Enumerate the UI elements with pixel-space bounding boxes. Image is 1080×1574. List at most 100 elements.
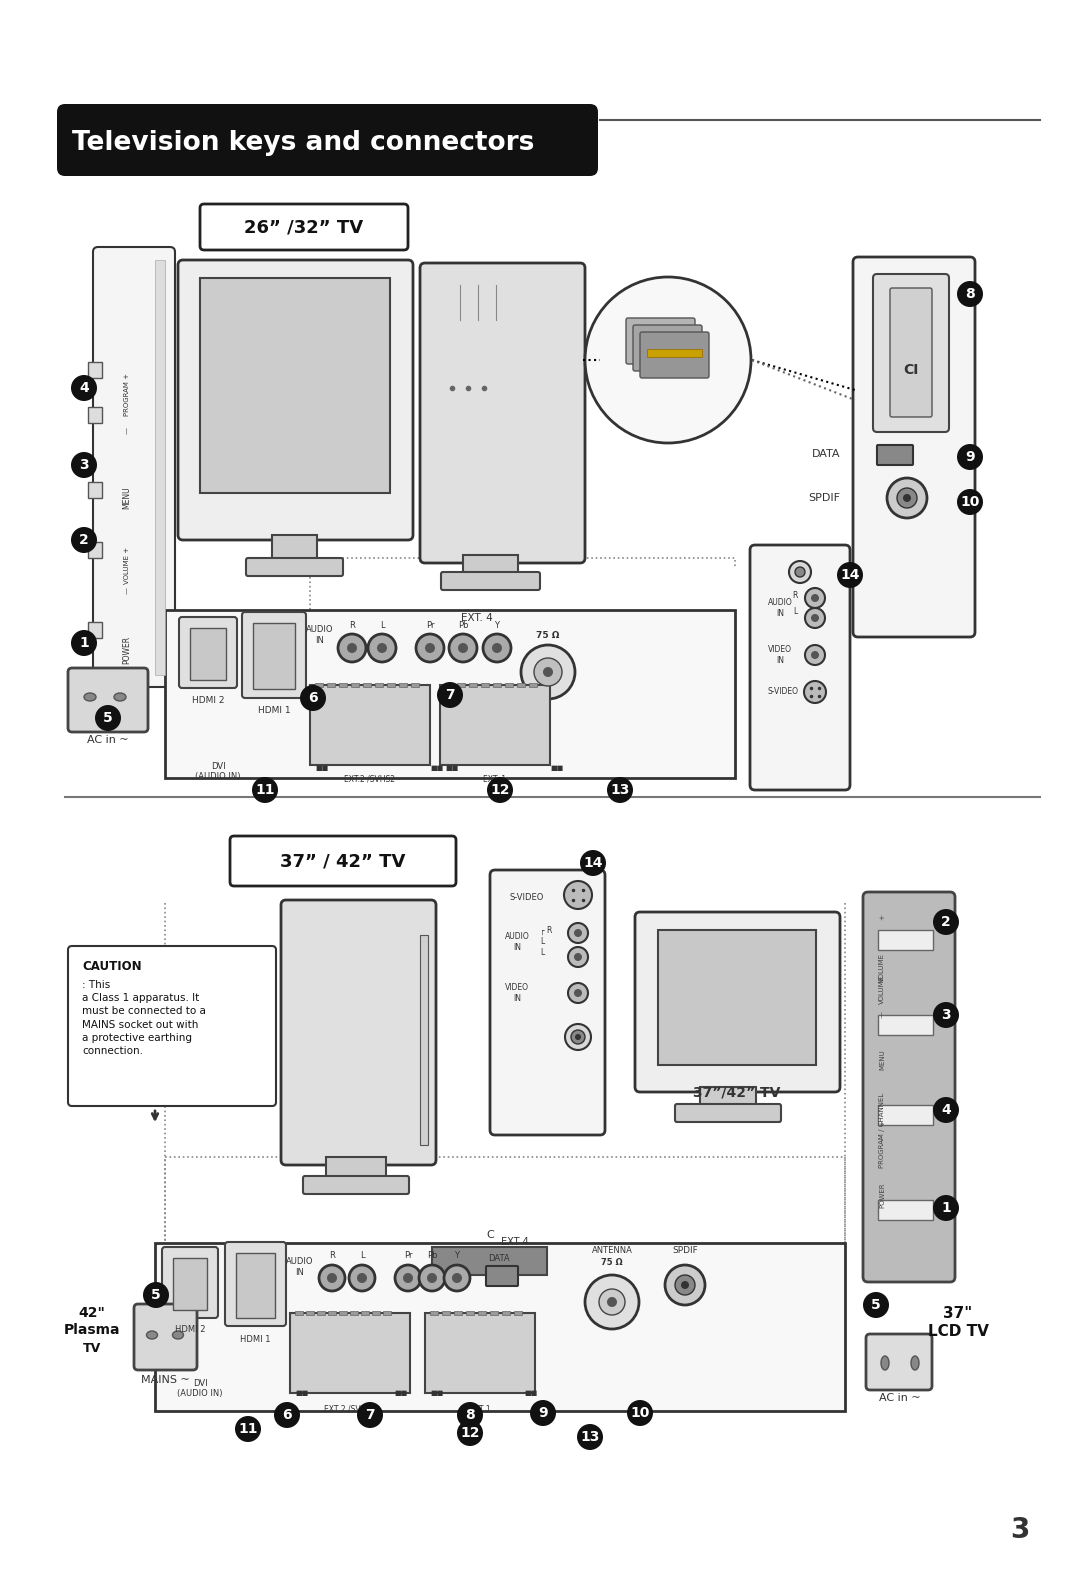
Circle shape	[957, 444, 983, 471]
Text: —: —	[879, 1135, 885, 1141]
Text: PROGRAM / CHANNEL: PROGRAM / CHANNEL	[879, 1092, 885, 1168]
Text: Y: Y	[495, 620, 499, 630]
Circle shape	[71, 375, 97, 401]
Text: 7: 7	[445, 688, 455, 702]
Text: 11: 11	[239, 1421, 258, 1435]
Text: 11: 11	[255, 782, 274, 796]
Text: ■■: ■■	[295, 1390, 308, 1396]
FancyBboxPatch shape	[200, 205, 408, 250]
Bar	[165, 611, 735, 778]
Text: EXT. 1: EXT. 1	[484, 774, 507, 784]
Circle shape	[887, 478, 927, 518]
Bar	[463, 556, 518, 578]
Text: 14: 14	[840, 568, 860, 582]
Text: : This
a Class 1 apparatus. It
must be connected to a
MAINS socket out with
a pr: : This a Class 1 apparatus. It must be c…	[82, 981, 206, 1056]
Circle shape	[483, 634, 511, 663]
Text: Pr: Pr	[426, 620, 434, 630]
Bar	[647, 349, 702, 357]
Bar	[350, 1311, 357, 1314]
Bar	[327, 683, 335, 686]
Bar	[658, 930, 816, 1066]
Bar	[190, 628, 226, 680]
Circle shape	[419, 1265, 445, 1291]
Text: 5: 5	[151, 1288, 161, 1302]
Bar	[481, 683, 489, 686]
FancyBboxPatch shape	[853, 257, 975, 637]
Circle shape	[599, 1289, 625, 1314]
Circle shape	[573, 929, 582, 937]
FancyBboxPatch shape	[877, 445, 913, 464]
Bar	[454, 1311, 462, 1314]
Ellipse shape	[114, 693, 126, 700]
Text: DVI
(AUDIO IN): DVI (AUDIO IN)	[195, 762, 241, 781]
Text: HDMI 1: HDMI 1	[258, 707, 291, 715]
Text: 4: 4	[941, 1103, 950, 1118]
FancyBboxPatch shape	[441, 571, 540, 590]
FancyBboxPatch shape	[675, 1103, 781, 1122]
Bar	[440, 685, 550, 765]
Text: ANTENNA: ANTENNA	[592, 1247, 633, 1254]
Bar	[492, 683, 501, 686]
Text: 75 Ω: 75 Ω	[602, 1258, 623, 1267]
Text: SPDIF: SPDIF	[672, 1247, 698, 1254]
FancyBboxPatch shape	[178, 260, 413, 540]
FancyBboxPatch shape	[635, 911, 840, 1092]
Circle shape	[903, 494, 912, 502]
Text: R: R	[329, 1250, 335, 1259]
Text: C: C	[486, 1229, 494, 1240]
Bar	[445, 683, 453, 686]
Text: 8: 8	[966, 286, 975, 301]
Circle shape	[585, 277, 751, 442]
Text: ■■: ■■	[430, 765, 443, 771]
Bar	[420, 935, 428, 1144]
Circle shape	[665, 1265, 705, 1305]
FancyBboxPatch shape	[57, 104, 598, 176]
Text: ■■: ■■	[524, 1390, 537, 1396]
Bar	[363, 683, 372, 686]
Circle shape	[319, 1265, 345, 1291]
Circle shape	[568, 948, 588, 966]
FancyBboxPatch shape	[134, 1303, 197, 1369]
Text: LCD TV: LCD TV	[928, 1324, 988, 1338]
Ellipse shape	[912, 1355, 919, 1369]
Circle shape	[933, 1003, 959, 1028]
Circle shape	[377, 644, 387, 653]
Circle shape	[571, 1029, 585, 1044]
Circle shape	[795, 567, 805, 578]
Circle shape	[349, 1265, 375, 1291]
Text: Television keys and connectors: Television keys and connectors	[72, 131, 535, 156]
Circle shape	[681, 1281, 689, 1289]
FancyBboxPatch shape	[179, 617, 237, 688]
Circle shape	[327, 1273, 337, 1283]
Text: 3: 3	[1010, 1516, 1029, 1544]
Text: Pr: Pr	[404, 1250, 413, 1259]
Text: —: —	[124, 427, 130, 433]
Bar	[399, 683, 407, 686]
Circle shape	[957, 490, 983, 515]
Circle shape	[933, 1195, 959, 1221]
Circle shape	[577, 1424, 603, 1450]
Circle shape	[453, 1273, 462, 1283]
Circle shape	[300, 685, 326, 711]
Ellipse shape	[84, 693, 96, 700]
Text: ■■: ■■	[394, 1390, 407, 1396]
Text: 2: 2	[941, 914, 950, 929]
Text: Y: Y	[455, 1250, 459, 1259]
Bar	[411, 683, 419, 686]
Bar	[328, 1311, 336, 1314]
Text: S-VIDEO: S-VIDEO	[510, 892, 544, 902]
Circle shape	[357, 1402, 383, 1428]
Bar	[878, 1015, 933, 1036]
Circle shape	[449, 634, 477, 663]
Circle shape	[627, 1399, 653, 1426]
FancyBboxPatch shape	[750, 545, 850, 790]
Bar	[295, 1311, 303, 1314]
Bar	[87, 622, 102, 637]
Bar	[87, 482, 102, 497]
Bar	[633, 335, 688, 343]
Ellipse shape	[147, 1332, 158, 1339]
FancyBboxPatch shape	[246, 559, 343, 576]
Circle shape	[71, 630, 97, 656]
Bar	[505, 683, 513, 686]
Bar	[310, 685, 430, 765]
